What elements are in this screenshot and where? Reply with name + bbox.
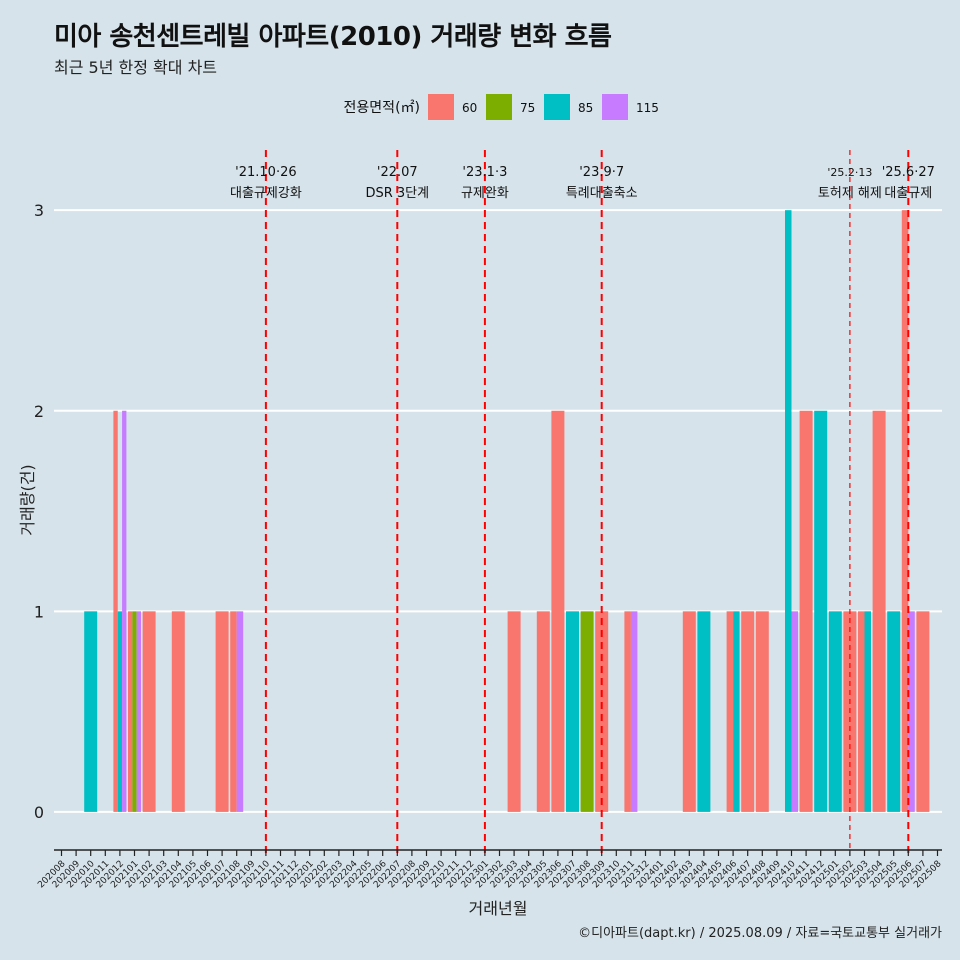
bar-202311-60 xyxy=(624,611,631,812)
event-date: '25.6·27 xyxy=(882,165,935,180)
legend-label: 60 xyxy=(462,101,477,115)
bars xyxy=(84,210,930,812)
bar-202303-60 xyxy=(507,611,521,812)
bar-202012-60 xyxy=(113,410,118,812)
bar-202102-60 xyxy=(142,611,156,812)
bar-202308-75 xyxy=(580,611,594,812)
bar-202410-115 xyxy=(791,611,798,812)
bar-202501-85 xyxy=(828,611,842,812)
event-label: 특례대출축소 xyxy=(566,186,638,201)
event-date: '23.1·3 xyxy=(462,165,507,180)
bar-202506-60 xyxy=(901,210,909,812)
legend: 전용면적(㎡) 60 75 85 115 xyxy=(344,94,659,120)
y-axis-ticks: 0 1 2 3 xyxy=(34,201,44,822)
y-tick-label: 2 xyxy=(34,402,44,421)
legend-swatch-60 xyxy=(428,94,454,120)
bar-202411-60 xyxy=(799,410,813,812)
bar-202403-60 xyxy=(682,611,696,812)
bar-202504-60 xyxy=(872,410,886,812)
bar-202408-60 xyxy=(755,611,769,812)
event-date: '22.07 xyxy=(377,165,418,180)
bar-202104-60 xyxy=(171,611,185,812)
chart-subtitle: 최근 5년 한정 확대 차트 xyxy=(54,58,218,77)
event-date: '21.10·26 xyxy=(235,165,296,180)
bar-202503-60 xyxy=(858,611,865,812)
bar-202406-60 xyxy=(726,611,734,812)
bar-202101-60 xyxy=(128,611,133,812)
bar-202505-85 xyxy=(887,611,901,812)
bar-202306-60 xyxy=(551,410,565,812)
legend-label: 115 xyxy=(636,101,659,115)
bar-202012-85 xyxy=(117,611,123,812)
y-axis-label: 거래량(건) xyxy=(18,464,37,535)
y-tick-label: 1 xyxy=(34,602,44,621)
event-date: '23.9·7 xyxy=(579,165,624,180)
bar-202407-60 xyxy=(741,611,755,812)
bar-202506-115 xyxy=(908,611,915,812)
event-date: '25.2·13 xyxy=(827,166,872,179)
x-axis-label: 거래년월 xyxy=(469,899,528,918)
bar-202108-60 xyxy=(230,611,237,812)
legend-swatch-75 xyxy=(486,94,512,120)
bar-202010-85 xyxy=(84,611,98,812)
legend-swatch-85 xyxy=(544,94,570,120)
bar-202503-85 xyxy=(864,611,871,812)
event-label: DSR 3단계 xyxy=(365,186,429,201)
x-axis: 2020082020092020102020112020122021012021… xyxy=(36,849,944,890)
bar-202412-85 xyxy=(814,410,828,812)
bar-202404-85 xyxy=(697,611,711,812)
event-markers: '21.10·26 대출규제강화 '22.07 DSR 3단계 '23.1·3 규제완화 '… xyxy=(230,150,935,856)
event-label: 대출규제 xyxy=(884,186,932,201)
bar-202108-115 xyxy=(236,611,244,812)
bar-202305-60 xyxy=(536,611,550,812)
legend-label: 85 xyxy=(578,101,593,115)
bar-202307-85 xyxy=(566,611,579,812)
bar-202101-115 xyxy=(136,611,141,812)
y-tick-label: 0 xyxy=(34,803,44,822)
chart-title: 미아 송천센트레빌 아파트(2010) 거래량 변화 흐름 xyxy=(54,22,612,52)
bar-202101-75 xyxy=(132,611,137,812)
footer-credit: ©디아파트(dapt.kr) / 2025.08.09 / 자료=국토교통부 실… xyxy=(578,926,942,941)
y-tick-label: 3 xyxy=(34,201,44,220)
event-label: 규제완화 xyxy=(461,186,509,201)
bar-202107-60 xyxy=(215,611,229,812)
bar-202309-60 xyxy=(595,611,609,812)
legend-swatch-115 xyxy=(602,94,628,120)
bar-202410-85 xyxy=(785,210,792,812)
bar-202311-115 xyxy=(630,611,638,812)
bar-202507-60 xyxy=(916,611,930,812)
legend-label: 75 xyxy=(520,101,535,115)
legend-title: 전용면적(㎡) xyxy=(344,100,420,116)
event-label: 토허제 해제 xyxy=(818,186,882,201)
bar-202012-115 xyxy=(122,410,127,812)
event-label: 대출규제강화 xyxy=(230,186,302,201)
bar-202406-85 xyxy=(733,611,740,812)
